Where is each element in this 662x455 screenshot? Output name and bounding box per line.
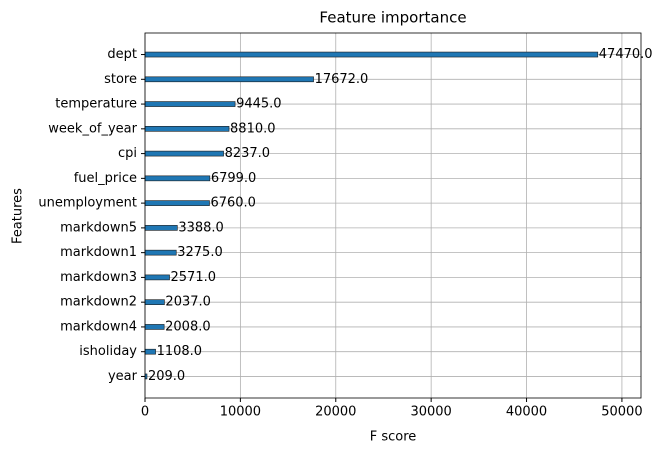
y-tick-label: isholiday xyxy=(79,344,137,359)
value-label: 2008.0 xyxy=(165,319,211,334)
y-tick-label: markdown1 xyxy=(60,245,137,260)
bar xyxy=(144,324,165,330)
y-tick-label: temperature xyxy=(55,97,137,112)
y-tick-label: markdown4 xyxy=(60,319,137,334)
bar xyxy=(144,274,170,281)
value-label: 3388.0 xyxy=(178,220,224,235)
y-tick-label: unemployment xyxy=(38,196,137,211)
value-label: 17672.0 xyxy=(315,72,369,87)
value-label: 2571.0 xyxy=(171,270,217,285)
value-label: 47470.0 xyxy=(599,47,653,62)
bar xyxy=(144,175,211,182)
bar xyxy=(144,101,236,107)
y-tick-label: markdown2 xyxy=(60,295,137,310)
y-tick-label: store xyxy=(104,72,137,87)
plot-frame xyxy=(144,32,642,399)
value-label: 3275.0 xyxy=(177,245,223,260)
y-tick-label: fuel_price xyxy=(74,171,137,186)
y-tick-label: year xyxy=(108,369,138,384)
x-tick-label: 0 xyxy=(141,405,149,420)
bar xyxy=(144,150,224,157)
bar xyxy=(144,126,230,132)
bar xyxy=(144,299,165,305)
y-tick-label: cpi xyxy=(118,146,137,161)
value-label: 209.0 xyxy=(148,369,185,384)
x-tick-label: 50000 xyxy=(601,405,642,420)
y-tick-label: markdown3 xyxy=(60,270,137,285)
x-axis-label: F score xyxy=(370,430,417,445)
value-label: 2037.0 xyxy=(165,295,211,310)
value-label: 6799.0 xyxy=(211,171,256,186)
x-tick-label: 10000 xyxy=(220,405,261,420)
y-axis-label: Features xyxy=(11,188,26,244)
chart-title: Feature importance xyxy=(319,9,466,27)
bar xyxy=(144,76,314,83)
y-tick-label: dept xyxy=(107,47,137,62)
x-tick-label: 20000 xyxy=(315,405,356,420)
bar xyxy=(144,249,177,256)
value-label: 8810.0 xyxy=(230,121,276,136)
value-label: 6760.0 xyxy=(210,196,256,211)
y-tick-label: week_of_year xyxy=(48,121,137,136)
x-tick-label: 40000 xyxy=(506,405,547,420)
value-label: 8237.0 xyxy=(225,146,270,161)
bar xyxy=(144,51,599,58)
bar xyxy=(144,348,156,355)
x-tick-label: 30000 xyxy=(410,405,451,420)
bar xyxy=(144,225,178,231)
bar xyxy=(144,200,210,206)
value-label: 1108.0 xyxy=(157,344,203,359)
y-tick-label: markdown5 xyxy=(60,220,137,235)
value-label: 9445.0 xyxy=(236,97,281,112)
